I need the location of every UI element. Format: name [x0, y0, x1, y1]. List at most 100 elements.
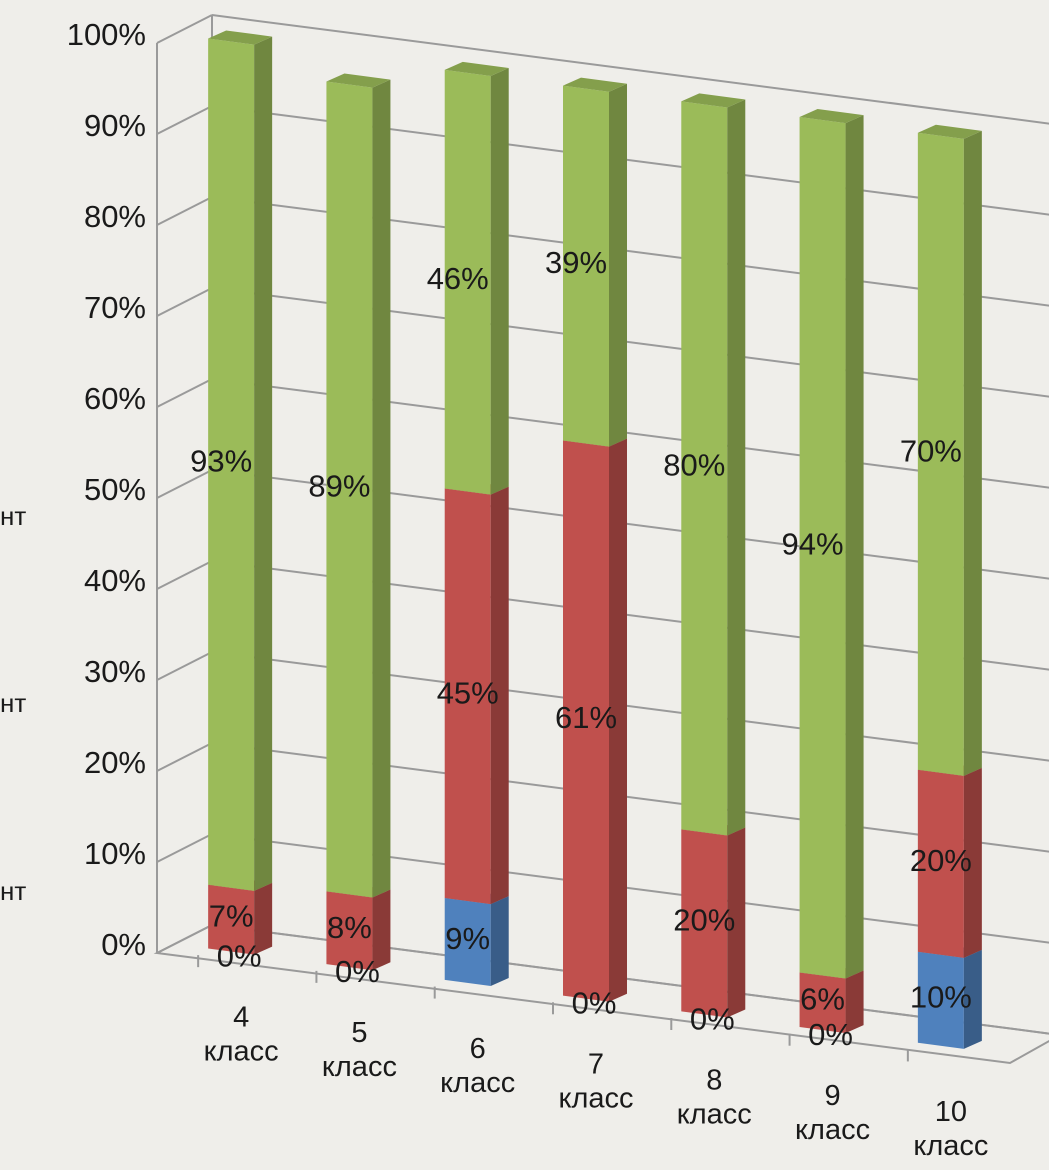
x-axis: 4 класс 5 класс 6 класс 7 класс 8 класс 9 класс 10 кл…: [197, 955, 988, 1162]
bar-segment-side: [963, 767, 982, 958]
data-label: 10%: [910, 979, 972, 1014]
bar-segment-side: [845, 115, 864, 979]
y-tick-label: 10%: [84, 836, 146, 871]
bar-segment-front: [326, 81, 373, 898]
gridline-side: [156, 378, 213, 408]
x-tick-label: 7 класс: [558, 1049, 633, 1115]
gridline-side: [156, 196, 213, 226]
bar-segment-front: [563, 85, 609, 447]
x-tick-label: 10 класс: [913, 1096, 988, 1162]
bar-segment-front: [799, 117, 846, 979]
bar-segment-top: [563, 77, 627, 92]
y-axis: 0% 10% 20% 30% 40% 50% 60% 70% 80% 90% 100%: [67, 17, 158, 962]
x-tick-label: 4 класс: [204, 1002, 279, 1068]
bar-segment-front: [917, 769, 964, 958]
legend-entry-fragment: нт: [0, 688, 26, 718]
data-label: 45%: [437, 675, 499, 710]
data-label: 94%: [782, 527, 844, 562]
data-label: 7%: [209, 899, 254, 934]
bar-segment-side: [845, 970, 864, 1034]
bar-segment-side: [727, 99, 746, 836]
legend-fragment: нт нт нт: [0, 501, 26, 906]
y-tick-label: 50%: [84, 472, 146, 507]
y-tick-label: 100%: [67, 17, 146, 52]
bar-segment-front: [917, 132, 964, 776]
bar-segment-top: [917, 124, 982, 139]
bar-segment-top: [681, 93, 746, 108]
data-labels: 0% 7% 93% 0% 8% 89% 9% 45% 46% 0% 61% 39% 0% 20% 80% 0%…: [190, 245, 972, 1052]
bar-segment-front: [326, 891, 373, 971]
gridline-side: [156, 651, 213, 681]
bar-segment-side: [490, 68, 509, 495]
bar-segment-top: [444, 61, 509, 77]
bar-segment-side: [372, 889, 391, 971]
bar-segment-front: [681, 101, 728, 836]
gridline-side: [156, 560, 213, 590]
bar-segment-side: [254, 36, 273, 891]
x-tick-label: 6 класс: [440, 1033, 515, 1099]
x-tick-label: 8 класс: [677, 1064, 752, 1130]
data-label: 0%: [808, 1017, 853, 1052]
bar-segment-top: [208, 30, 273, 45]
bar-segment-front: [681, 829, 728, 1018]
data-label: 0%: [690, 1001, 735, 1036]
bar-segment-front: [917, 951, 964, 1049]
data-label: 8%: [327, 910, 372, 945]
bar-segment-front: [444, 898, 491, 987]
data-label: 0%: [335, 954, 380, 989]
y-tick-label: 40%: [84, 563, 146, 598]
x-tick-label: 5 класс: [322, 1017, 397, 1083]
x-tick-label: 9 класс: [795, 1080, 870, 1146]
gridline-side: [156, 287, 213, 317]
bar-segment-front: [444, 488, 491, 905]
data-label: 9%: [445, 921, 490, 956]
y-tick-label: 70%: [84, 290, 146, 325]
data-label: 93%: [190, 444, 252, 479]
y-tick-label: 30%: [84, 654, 146, 689]
bar-segment-front: [444, 69, 491, 495]
bar-segment-front: [208, 38, 255, 891]
data-label: 6%: [800, 982, 845, 1017]
chart-floor: [153, 923, 1049, 1065]
data-label: 39%: [545, 245, 607, 280]
bar-segment-front: [208, 884, 255, 955]
bar-segment-side: [490, 896, 509, 987]
bar-segment-side: [609, 83, 627, 447]
gridline-side: [156, 14, 213, 44]
gridline-side: [156, 833, 213, 863]
bar-segment-side: [963, 130, 982, 776]
y-tick-label: 90%: [84, 108, 146, 143]
bar-segment-front: [563, 440, 609, 1002]
bars: [208, 30, 982, 1049]
data-label: 20%: [910, 843, 972, 878]
y-tick-label: 60%: [84, 381, 146, 416]
bar-segment-side: [490, 486, 509, 905]
data-label: 80%: [663, 447, 725, 482]
bar-segment-side: [609, 438, 627, 1002]
y-tick-label: 20%: [84, 745, 146, 780]
data-label: 0%: [572, 986, 617, 1021]
bar-segment-side: [727, 827, 746, 1018]
bar-segment-top: [326, 73, 391, 88]
gridline-side: [156, 105, 213, 135]
gridline-side: [156, 469, 213, 499]
data-label: 89%: [308, 468, 370, 503]
legend-entry-fragment: нт: [0, 876, 26, 906]
data-label: 0%: [217, 938, 262, 973]
y-tick-label: 80%: [84, 199, 146, 234]
y-tick-label: 0%: [101, 927, 146, 962]
data-label: 20%: [673, 902, 735, 937]
bar-segment-side: [963, 949, 982, 1049]
legend-entry-fragment: нт: [0, 501, 26, 531]
bar-segment-front: [799, 972, 846, 1034]
bar-segment-side: [254, 882, 273, 955]
data-label: 61%: [555, 700, 617, 735]
gridline: [211, 14, 1049, 125]
bar-segment-side: [372, 79, 391, 898]
floor-plane: [153, 923, 1049, 1065]
data-label: 70%: [900, 433, 962, 468]
gridline-side: [156, 742, 213, 772]
bar-segment-top: [799, 109, 864, 124]
data-label: 46%: [427, 261, 489, 296]
